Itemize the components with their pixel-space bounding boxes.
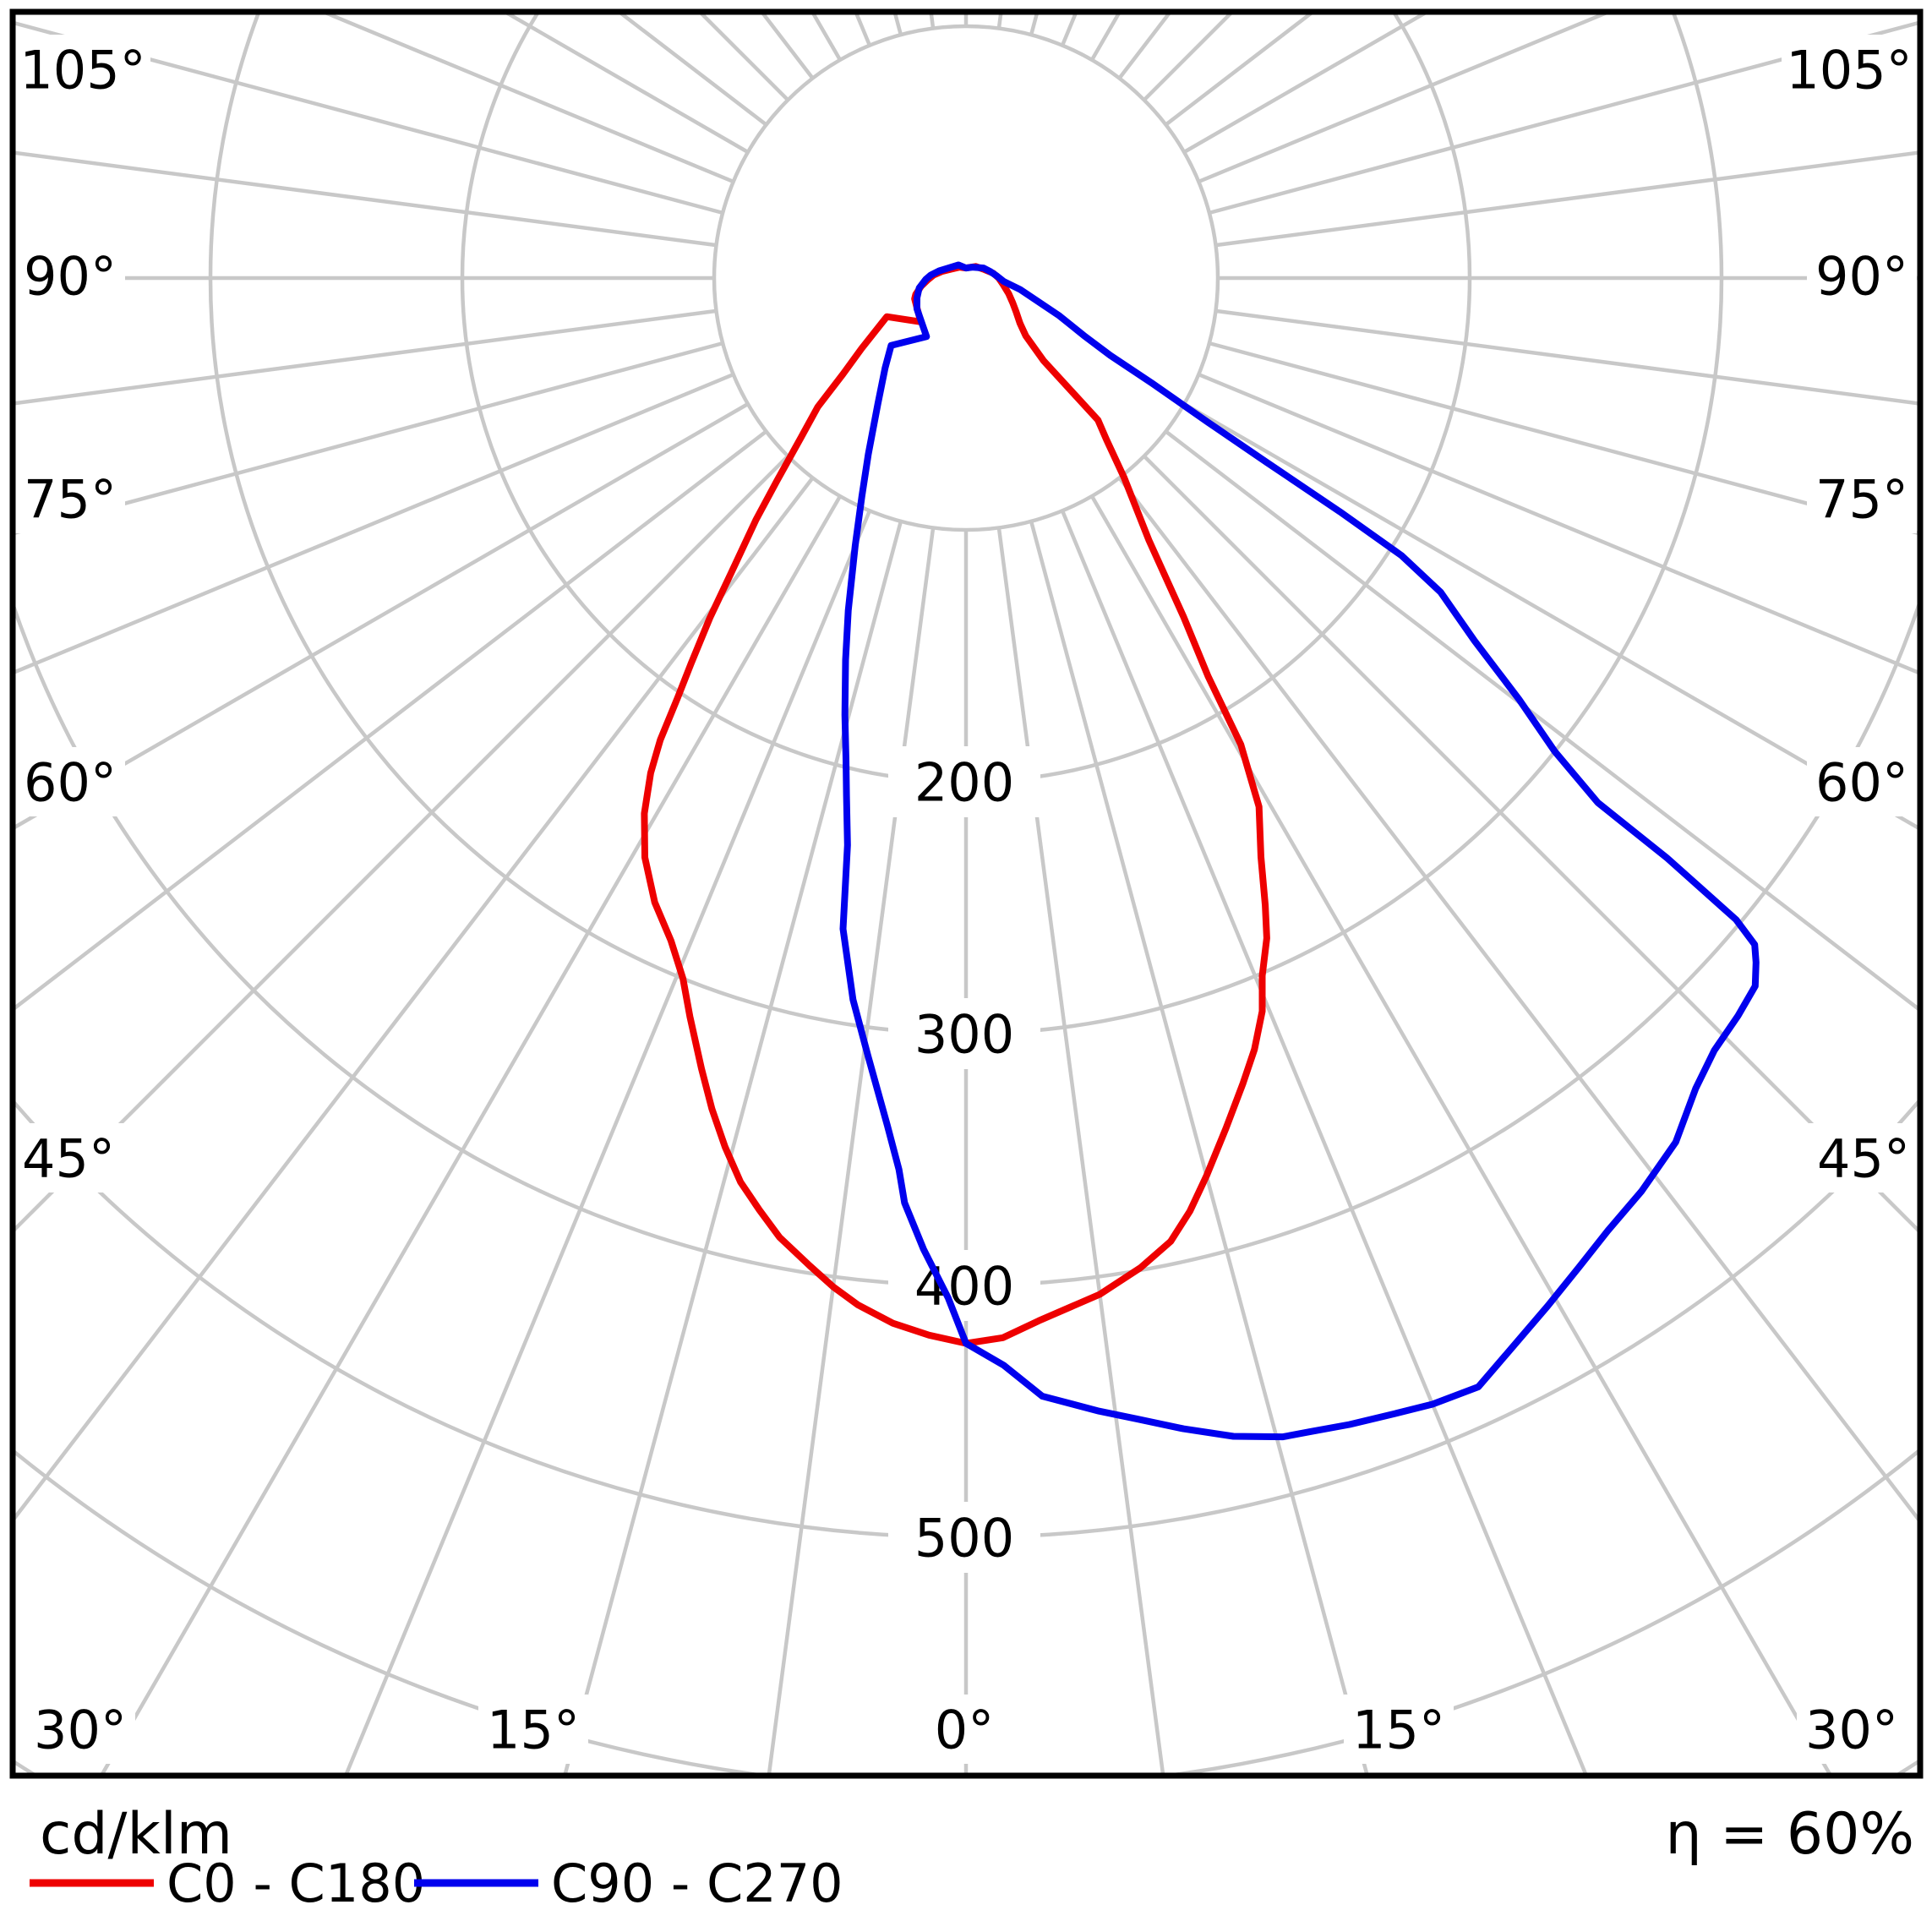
spoke-15 (1029, 521, 1369, 1773)
spoke-30 (1090, 494, 1831, 1773)
unit-label: cd/klm (40, 1801, 232, 1868)
gamma-label-left-60-bg (15, 747, 125, 816)
spoke-7.5 (996, 527, 1165, 1773)
spoke-247.5 (324, 14, 734, 184)
spoke-352.5 (767, 527, 936, 1773)
spoke-285 (15, 341, 723, 535)
gamma-label-right-75: 75° (1815, 468, 1908, 530)
spoke-277.5 (15, 308, 717, 406)
spoke-105 (1209, 20, 1918, 216)
gamma-label-left-0-bg (909, 1695, 1019, 1764)
spoke-292.5 (15, 372, 734, 674)
spoke-195 (893, 14, 903, 35)
spoke-112.5 (1198, 14, 1608, 184)
curve-c90-c270 (839, 261, 1760, 1441)
spoke-45 (1143, 455, 1918, 1233)
efficiency-label: η = 60% (1666, 1801, 1914, 1868)
gamma-label-right-105-bg (1782, 35, 1917, 104)
gamma-label-right-60: 60° (1815, 751, 1908, 813)
gamma-label-right-90: 90° (1815, 245, 1908, 307)
gamma-label-right-45: 45° (1817, 1127, 1910, 1189)
gamma-label-right-45-bg (1809, 1123, 1918, 1192)
gamma-label-right-75-bg (1807, 464, 1917, 533)
spoke-345 (563, 521, 903, 1773)
curve-c0-c180 (641, 263, 1270, 1347)
series-curves (641, 261, 1760, 1441)
spoke-67.5 (1198, 372, 1918, 674)
ring-label-300-bg (888, 998, 1040, 1069)
axis-labels: 0° 15° 15° 30° 30° 45° 45° 60° 60° 75° 75° 90° 90° 10… (14, 35, 1918, 1764)
spoke-52.5 (1165, 429, 1918, 1011)
gamma-label-left-45: 45° (22, 1127, 115, 1189)
spoke-255 (15, 21, 723, 216)
gamma-label-left-90: 90° (24, 245, 117, 307)
gamma-label-right-15-bg (1344, 1695, 1454, 1764)
spoke-262.5 (15, 150, 717, 248)
gamma-label-right-90-bg (1807, 241, 1917, 310)
plot-frame (9, 8, 1924, 1779)
gamma-label-left-30-bg (25, 1695, 135, 1764)
spoke-82.5 (1215, 308, 1918, 406)
spoke-315 (15, 455, 789, 1232)
gamma-label-right-60-bg (1807, 747, 1917, 816)
gamma-label-left-105: 105° (19, 39, 145, 101)
gamma-label-right-15: 15° (1352, 1699, 1445, 1760)
gamma-label-left-105-bg (15, 35, 150, 104)
ring-label-200-bg (888, 746, 1040, 817)
ring-label-300: 300 (914, 1003, 1014, 1065)
gamma-label-right-105: 105° (1786, 39, 1912, 101)
gamma-label-left-15-bg (478, 1695, 588, 1764)
spoke-322.5 (15, 477, 815, 1520)
spoke-330 (101, 494, 842, 1773)
spoke-60 (1182, 402, 1918, 830)
spoke-75 (1209, 341, 1918, 536)
spoke-165 (1029, 14, 1039, 35)
gamma-label-left-45-bg (14, 1123, 123, 1192)
ring-label-500-bg (888, 1502, 1040, 1573)
spoke-307.5 (15, 429, 767, 1011)
spoke-22.5 (1060, 510, 1588, 1773)
gamma-label-right-30: 30° (1805, 1699, 1898, 1760)
ring-label-400-bg (888, 1250, 1040, 1321)
ring-label-200: 200 (914, 751, 1014, 813)
footer: cd/klm η = 60% C0 - C180 C90 - C270 (30, 1801, 1914, 1914)
gamma-label-right-30-bg (1797, 1695, 1907, 1764)
gamma-label-left-75: 75° (24, 468, 117, 530)
spoke-97.5 (1215, 150, 1918, 248)
spoke-37.5 (1117, 477, 1918, 1522)
gamma-label-left-30: 30° (34, 1699, 127, 1760)
gamma-label-left-75-bg (15, 464, 125, 533)
legend-label-c0-c180: C0 - C180 (166, 1853, 425, 1914)
gamma-label-left-0: 0° (935, 1699, 994, 1760)
spoke-300 (15, 402, 750, 830)
gamma-label-left-15: 15° (487, 1699, 580, 1760)
ring-label-500: 500 (914, 1507, 1014, 1569)
legend-label-c90-c270: C90 - C270 (551, 1853, 843, 1914)
gamma-label-left-90-bg (15, 241, 125, 310)
spoke-337.5 (344, 510, 872, 1773)
gamma-label-left-60: 60° (24, 751, 117, 813)
